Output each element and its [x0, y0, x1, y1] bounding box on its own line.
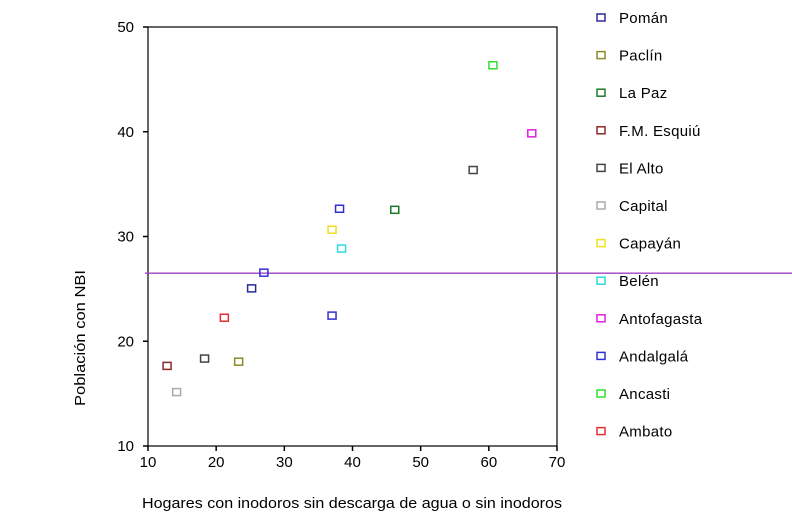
data-point [327, 311, 337, 320]
legend-label: La Paz [619, 85, 668, 102]
y-tick-label: 10 [117, 438, 134, 455]
x-tick-label: 10 [140, 454, 157, 471]
x-axis-title: Hogares con inodoros sin descarga de agu… [142, 495, 562, 512]
data-point [334, 204, 345, 214]
data-point [488, 61, 498, 70]
data-point [246, 284, 257, 293]
legend-label: Andalgalá [619, 348, 689, 365]
data-point [468, 165, 478, 175]
legend-label: Capayán [619, 236, 681, 253]
legend-marker [596, 201, 606, 210]
legend-marker [596, 389, 606, 398]
x-tick-label: 50 [412, 454, 429, 471]
legend-marker [596, 50, 606, 60]
y-tick-label: 20 [117, 333, 134, 350]
data-point [219, 313, 230, 322]
data-point [390, 205, 400, 215]
legend-label: Antofagasta [619, 311, 703, 328]
y-axis-title: Población con NBI [72, 270, 89, 406]
data-point [336, 244, 347, 253]
legend-marker [596, 88, 606, 97]
data-points [162, 61, 537, 397]
legend-label: El Alto [619, 160, 664, 177]
legend-marker [596, 163, 606, 173]
data-point [171, 387, 182, 397]
legend-label: Ambato [619, 424, 673, 441]
legend-label: Ancasti [619, 386, 670, 403]
legend-marker [596, 238, 606, 248]
legend-marker [596, 276, 606, 285]
data-point [259, 268, 269, 277]
legend: Pomán Paclín La Paz F.M. Esquiú El Alto Capit… [596, 10, 703, 441]
data-point [162, 361, 172, 371]
y-tick-label: 40 [117, 124, 134, 141]
data-point [327, 225, 337, 234]
data-point [199, 354, 210, 363]
legend-label: F.M. Esquiú [619, 123, 701, 140]
data-point [527, 129, 537, 138]
data-point [233, 357, 244, 366]
legend-marker [596, 426, 606, 436]
x-tick-label: 30 [276, 454, 293, 471]
x-tick-label: 20 [208, 454, 225, 471]
y-tick-label: 30 [117, 229, 134, 246]
plot-frame [147, 26, 558, 447]
legend-label: Capital [619, 198, 668, 215]
legend-marker [596, 13, 606, 22]
axis-ticks: 10 20 30 40 50 60 70 10 20 30 40 50 [117, 19, 565, 471]
x-tick-label: 40 [344, 454, 361, 471]
legend-label: Paclín [619, 48, 663, 65]
x-tick-label: 70 [549, 454, 566, 471]
legend-marker [596, 126, 606, 135]
y-tick-label: 50 [117, 19, 134, 36]
legend-label: Pomán [619, 10, 668, 27]
x-tick-label: 60 [480, 454, 497, 471]
legend-marker [596, 314, 606, 323]
legend-label: Belén [619, 273, 659, 290]
legend-marker [596, 351, 606, 361]
